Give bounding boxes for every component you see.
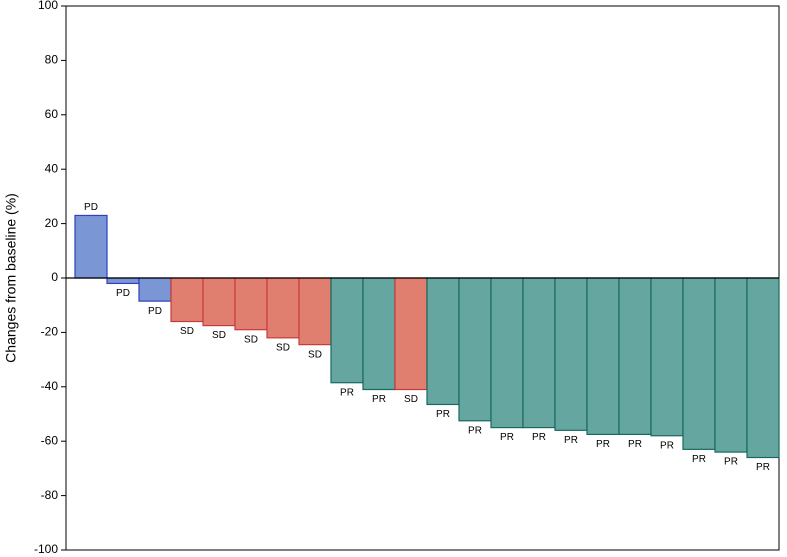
y-tick-label: -100 (34, 542, 58, 556)
bar-label: PR (596, 439, 610, 450)
bar (330, 277, 364, 384)
bar-label: SD (244, 334, 258, 345)
y-tick-label: 20 (45, 216, 59, 230)
y-tick-label: -20 (41, 325, 59, 339)
bar (234, 277, 268, 331)
y-tick-label: 100 (38, 0, 58, 12)
bar (362, 277, 396, 391)
y-tick-label: 80 (45, 53, 59, 67)
bar-label: PR (340, 387, 354, 398)
bar-label: PD (84, 202, 98, 213)
y-tick-label: 40 (45, 161, 59, 175)
bar (586, 277, 620, 435)
bar-label: PR (500, 432, 514, 443)
bar-label: SD (404, 394, 418, 405)
bar (74, 214, 108, 279)
bar-label: PR (436, 409, 450, 420)
bar (618, 277, 652, 435)
bar (138, 277, 172, 302)
bar (106, 277, 140, 285)
bar-label: PD (116, 288, 130, 299)
bar (746, 277, 780, 459)
y-tick-label: 0 (51, 270, 58, 284)
bar (554, 277, 588, 431)
bar-label: PR (692, 454, 706, 465)
y-tick-label: -80 (41, 488, 59, 502)
bar (682, 277, 716, 450)
bar-label: PR (468, 425, 482, 436)
bar-label: SD (180, 326, 194, 337)
bar (170, 277, 204, 323)
bar (458, 277, 492, 422)
bar (490, 277, 524, 429)
y-tick-label: -60 (41, 433, 59, 447)
bar (298, 277, 332, 346)
bar-label: SD (276, 342, 290, 353)
bar-label: PD (148, 306, 162, 317)
bar (426, 277, 460, 406)
bar (202, 277, 236, 327)
bar-label: SD (308, 349, 322, 360)
bar-label: PR (756, 462, 770, 473)
bar (266, 277, 300, 339)
bar (650, 277, 684, 437)
bar-label: SD (212, 330, 226, 341)
y-tick-label: 60 (45, 107, 59, 121)
bar-label: PR (564, 435, 578, 446)
bar-label: PR (628, 439, 642, 450)
y-tick-label: -40 (41, 379, 59, 393)
bar-label: PR (724, 457, 738, 468)
bar-label: PR (372, 394, 386, 405)
bar-label: PR (660, 440, 674, 451)
bar (394, 277, 428, 391)
bar-label: PR (532, 432, 546, 443)
bar (522, 277, 556, 429)
y-axis-label: Changes from baseline (%) (3, 193, 19, 363)
bar (714, 277, 748, 453)
